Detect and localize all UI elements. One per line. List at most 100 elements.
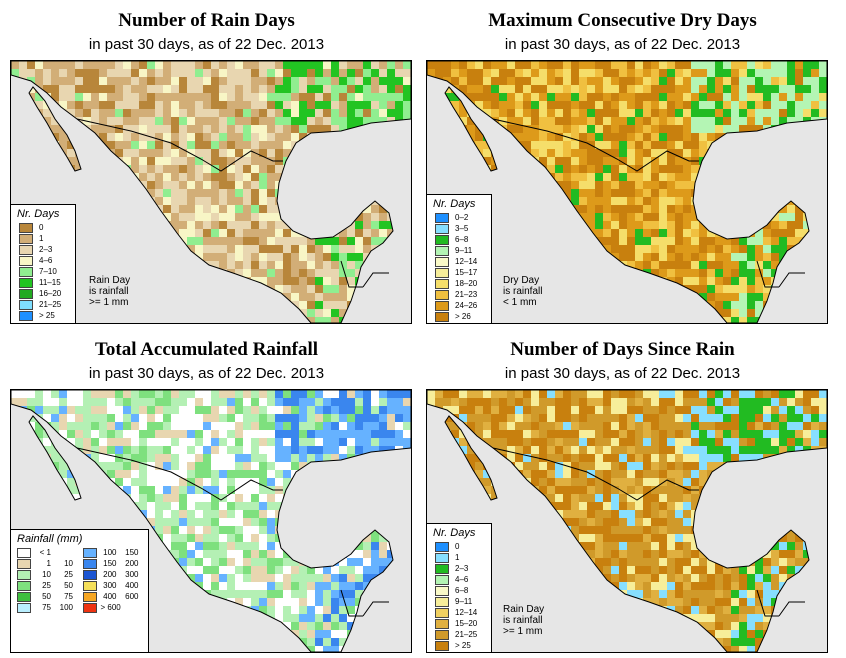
legend-range-low: 25 [42, 581, 51, 590]
coastline [11, 390, 411, 652]
legend-entry: 2–3 [427, 563, 491, 574]
legend-label: 4–6 [39, 256, 53, 265]
legend-swatch [435, 245, 449, 256]
legend-label: 0 [39, 223, 44, 232]
coastline [427, 61, 827, 323]
legend-entry: 300 400 [82, 580, 149, 591]
legend-entry: 9–11 [427, 245, 491, 256]
legend-range-high: 50 [64, 581, 73, 590]
legend-entry: 75 100 [17, 602, 83, 613]
legend-swatch [19, 299, 33, 310]
legend-label: > 25 [39, 311, 55, 320]
legend-entry: 4–6 [11, 255, 75, 266]
legend-range-low: 100 [103, 548, 117, 557]
legend-swatch [19, 233, 33, 244]
legend-entry: 15–17 [427, 267, 491, 278]
legend-range-low: 150 [103, 559, 117, 568]
dry-day-note: Dry Day is rainfall < 1 mm [503, 275, 542, 308]
legend-entry: > 26 [427, 311, 491, 322]
legend-range-high: 300 [125, 570, 139, 579]
map-days-since-rain: Nr. Days 0 1 2–3 4–6 6–8 9–11 12–14 15–20 21–25 >… [426, 389, 828, 653]
legend-range-high: 200 [125, 559, 139, 568]
legend-range-low: 50 [42, 592, 51, 601]
legend-label: 16–20 [39, 289, 62, 298]
legend-swatch [82, 580, 97, 591]
legend-label: 0–2 [455, 213, 469, 222]
central-america-borders [340, 589, 389, 617]
legend-range-high: 100 [59, 603, 73, 612]
panel-title: Maximum Consecutive Dry Days [488, 10, 757, 31]
legend-range-high: 400 [125, 581, 139, 590]
legend-swatch [19, 288, 33, 299]
legend-range-low: 400 [103, 592, 117, 601]
legend-swatch [435, 541, 449, 552]
legend-swatch [435, 574, 449, 585]
legend-title: Nr. Days [17, 208, 60, 220]
legend-swatch [17, 591, 31, 602]
legend-label: 21–25 [39, 300, 62, 309]
legend-swatch [17, 602, 31, 613]
us-mexico-border [492, 447, 699, 501]
legend-entry: 24–26 [427, 300, 491, 311]
panel-subtitle: in past 30 days, as of 22 Dec. 2013 [504, 36, 741, 53]
note-line: is rainfall [503, 286, 543, 297]
legend-range-low: 75 [42, 603, 51, 612]
legend-entry: 6–8 [427, 234, 491, 245]
legend-swatch [82, 558, 97, 569]
legend-label: 15–17 [455, 268, 478, 277]
panel-title: Total Accumulated Rainfall [94, 339, 319, 360]
legend: Nr. Days 0 1 2–3 4–6 7–10 11–15 16–20 21–25 > 25 [11, 204, 76, 323]
legend-swatch [435, 585, 449, 596]
legend-swatch [435, 552, 449, 563]
legend-swatch [82, 602, 97, 613]
legend-swatch [17, 558, 31, 569]
legend-swatch [19, 222, 33, 233]
legend-swatch [19, 277, 33, 288]
legend-label: 21–23 [455, 290, 478, 299]
legend: Rainfall (mm) < 1 1 10 10 25 25 50 50 75 75 100 10… [11, 529, 149, 652]
legend-entry: 10 25 [17, 569, 83, 580]
panel-dry-days: Maximum Consecutive Dry Days in past 30 … [416, 0, 829, 329]
legend-entry: 150 200 [82, 558, 149, 569]
legend-swatch [435, 256, 449, 267]
legend-entry: 100 150 [82, 547, 149, 558]
legend-range-low: > 600 [100, 603, 121, 612]
legend-swatch [435, 289, 449, 300]
legend-entry: 2–3 [11, 244, 75, 255]
legend-entry: 1 10 [17, 558, 83, 569]
panel-days-since-rain: Number of Days Since Rain in past 30 day… [416, 329, 829, 658]
map-total-rainfall: Rainfall (mm) < 1 1 10 10 25 25 50 50 75 75 100 10… [10, 389, 412, 653]
note-line: >= 1 mm [89, 297, 129, 308]
legend-label: 1 [39, 234, 44, 243]
note-line: >= 1 mm [503, 626, 543, 637]
legend-entry: 12–14 [427, 256, 491, 267]
legend-swatch [435, 311, 449, 322]
panel-rain-days: Number of Rain Days in past 30 days, as … [0, 0, 413, 329]
legend-entry: 12–14 [427, 607, 491, 618]
legend-range-high: 75 [64, 592, 73, 601]
legend-label: 12–14 [455, 608, 478, 617]
us-mexico-border [76, 118, 283, 172]
map-rain-days: Nr. Days 0 1 2–3 4–6 7–10 11–15 16–20 21–25 > 25… [10, 60, 412, 324]
baja-coastline [28, 415, 82, 501]
legend-entry: 50 75 [17, 591, 83, 602]
baja-coastline [444, 86, 498, 172]
map-svg [11, 390, 411, 652]
us-mexico-border [492, 118, 699, 172]
legend-swatch [435, 596, 449, 607]
panel-subtitle: in past 30 days, as of 22 Dec. 2013 [504, 365, 741, 382]
baja-coastline [28, 86, 82, 172]
legend-entry: 25 50 [17, 580, 83, 591]
legend-swatch [19, 244, 33, 255]
note-line: is rainfall [503, 615, 543, 626]
note-line: Rain Day [89, 275, 131, 286]
note-line: < 1 mm [503, 297, 537, 308]
note-line: Dry Day [503, 275, 540, 286]
legend-swatch [19, 255, 33, 266]
legend-entry: 9–11 [427, 596, 491, 607]
map-dry-days: Nr. Days 0–2 3–5 6–8 9–11 12–14 15–17 18–20 21–… [426, 60, 828, 324]
baja-coastline [444, 415, 498, 501]
legend-entry: 21–23 [427, 289, 491, 300]
panel-subtitle: in past 30 days, as of 22 Dec. 2013 [88, 365, 325, 382]
legend-entry: < 1 [17, 547, 83, 558]
